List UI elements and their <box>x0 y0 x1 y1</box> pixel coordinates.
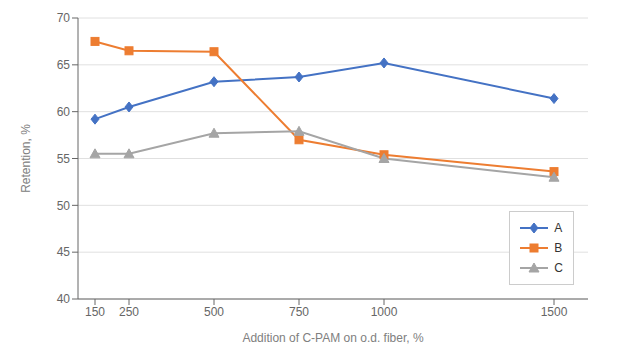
html-text:C: C <box>554 261 563 275</box>
svg-text:40: 40 <box>57 292 71 306</box>
svg-text:500: 500 <box>204 305 224 319</box>
svg-text:55: 55 <box>57 152 71 166</box>
svg-text:Addition of C-PAM on o.d. fibe: Addition of C-PAM on o.d. fiber, % <box>242 331 424 345</box>
svg-text:Retention, %: Retention, % <box>19 124 33 193</box>
svg-text:45: 45 <box>57 245 71 259</box>
svg-text:250: 250 <box>119 305 139 319</box>
svg-text:50: 50 <box>57 199 71 213</box>
svg-text:150: 150 <box>85 305 105 319</box>
svg-text:750: 750 <box>289 305 309 319</box>
svg-text:70: 70 <box>57 11 71 25</box>
svg-text:65: 65 <box>57 58 71 72</box>
svg-text:60: 60 <box>57 105 71 119</box>
html-text:A: A <box>554 221 563 235</box>
svg-text:1000: 1000 <box>371 305 398 319</box>
svg-text:1500: 1500 <box>541 305 568 319</box>
html-text:B: B <box>554 241 563 255</box>
